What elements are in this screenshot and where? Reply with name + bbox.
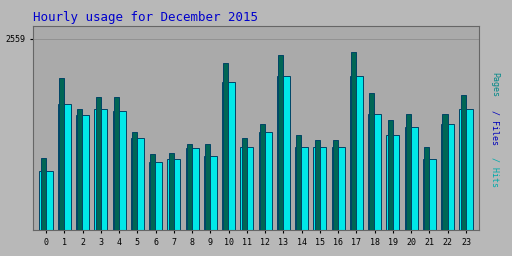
Bar <box>295 147 308 230</box>
Bar <box>149 162 162 230</box>
Bar <box>388 120 393 230</box>
Bar <box>278 55 283 230</box>
Bar <box>259 132 272 230</box>
Bar <box>94 109 108 230</box>
Bar <box>113 111 125 230</box>
Bar <box>441 124 454 230</box>
Bar <box>187 144 192 230</box>
Bar <box>242 138 247 230</box>
Bar <box>41 158 46 230</box>
Bar <box>423 159 436 230</box>
Bar <box>114 97 119 230</box>
Bar <box>277 76 290 230</box>
Bar <box>260 124 265 230</box>
Text: Pages: Pages <box>490 72 500 97</box>
Bar <box>406 114 411 230</box>
Bar <box>350 76 363 230</box>
Bar <box>369 93 374 230</box>
Bar <box>132 132 137 230</box>
Bar <box>185 148 199 230</box>
Bar <box>168 153 174 230</box>
Bar <box>459 109 473 230</box>
Bar <box>131 138 144 230</box>
Bar <box>351 52 356 230</box>
Bar <box>404 127 418 230</box>
Bar <box>240 147 253 230</box>
Bar <box>59 78 64 230</box>
Bar <box>151 154 156 230</box>
Text: / Hits: / Hits <box>490 156 500 187</box>
Bar <box>333 140 338 230</box>
Bar <box>296 135 302 230</box>
Bar <box>39 170 53 230</box>
Text: / Files: / Files <box>490 111 500 145</box>
Bar <box>314 140 319 230</box>
Bar <box>387 135 399 230</box>
Bar <box>96 97 101 230</box>
Bar <box>368 114 381 230</box>
Bar <box>205 144 210 230</box>
Text: Hourly usage for December 2015: Hourly usage for December 2015 <box>33 12 258 24</box>
Bar <box>332 147 345 230</box>
Bar <box>77 109 82 230</box>
Bar <box>58 104 71 230</box>
Bar <box>222 82 235 230</box>
Bar <box>442 114 447 230</box>
Bar <box>461 95 466 230</box>
Bar <box>424 147 429 230</box>
Bar <box>204 156 217 230</box>
Bar <box>223 63 228 230</box>
Bar <box>313 147 327 230</box>
Bar <box>76 115 89 230</box>
Bar <box>167 159 180 230</box>
